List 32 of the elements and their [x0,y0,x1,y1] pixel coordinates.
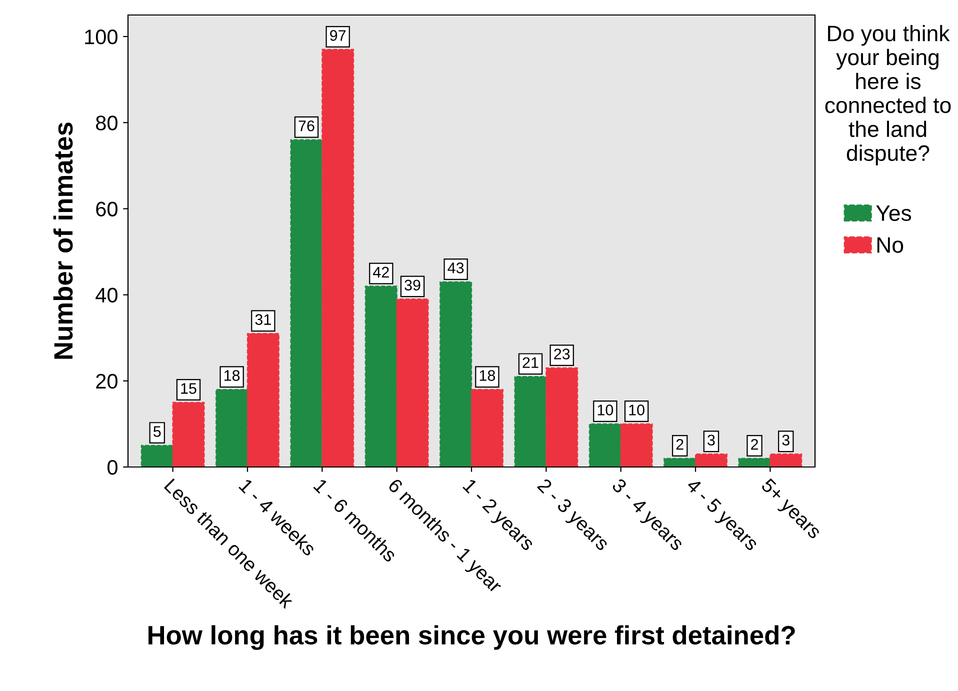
legend-title: Do you think your being here is connected to the land dispute? [825,25,951,166]
legend-label: Yes [876,206,912,222]
data-label: 3 [782,434,790,446]
y-tick-label: 0 [108,460,118,475]
data-label: 43 [448,262,464,274]
y-axis-title: Number of inmates [53,122,73,359]
data-label: 3 [708,434,715,446]
data-label: 76 [298,120,314,132]
y-tick-label: 20 [96,374,118,389]
bar [738,458,771,467]
data-label: 10 [629,404,644,416]
data-label: 21 [522,357,538,368]
y-tick-label: 80 [96,116,118,130]
y-tick-label: 60 [96,202,118,216]
data-label: 10 [598,404,614,416]
y-tick-label: 40 [96,288,118,303]
data-label: 42 [373,266,389,278]
data-label: 18 [224,370,240,381]
y-tick-label: 100 [85,30,118,44]
data-label: 23 [554,348,570,360]
data-label: 97 [330,30,346,41]
data-label: 39 [404,280,420,291]
data-label: 18 [480,370,496,381]
data-label: 2 [676,438,684,450]
legend-label: No [877,237,904,253]
data-label: 2 [751,438,758,450]
data-label: 31 [255,314,271,325]
x-axis-title: How long has it been since you were first detained? [148,625,795,650]
bar [140,444,174,467]
data-label: 15 [181,383,196,394]
data-label: 5 [153,426,161,437]
bar [770,454,802,467]
